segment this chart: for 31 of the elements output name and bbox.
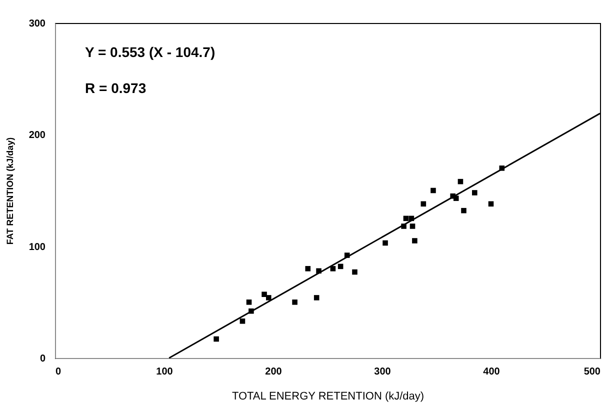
y-tick-label: 100: [28, 242, 46, 253]
x-axis-title: TOTAL ENERGY RETENTION (kJ/day): [232, 390, 424, 402]
point: [461, 208, 466, 214]
x-tick-label: 0: [56, 366, 62, 378]
point: [352, 269, 358, 275]
y-axis-title: FAT RETENTION (kJ/day): [4, 137, 15, 245]
annotation: Y = 0.553 (X - 104.7): [85, 44, 216, 60]
point: [472, 190, 478, 196]
annotation: R = 0.973: [85, 80, 146, 96]
point: [214, 336, 219, 342]
point: [410, 224, 416, 229]
y-tick-label: 0: [40, 354, 46, 364]
point: [292, 300, 298, 305]
y-tick-label: 200: [28, 130, 46, 142]
point: [240, 318, 246, 324]
point: [314, 295, 320, 300]
x-tick-label: 500: [584, 366, 601, 378]
x-tick-label: 300: [374, 366, 392, 378]
y-tick-label: 300: [28, 18, 46, 30]
x-tick-label: 200: [265, 366, 282, 378]
x-tick-label: 400: [483, 366, 500, 378]
point: [382, 240, 388, 246]
point: [330, 266, 336, 272]
point: [430, 188, 436, 194]
point: [412, 238, 418, 244]
point: [453, 196, 459, 201]
point: [305, 266, 311, 272]
x-tick-label: 100: [156, 366, 174, 378]
point: [246, 300, 252, 305]
point: [262, 292, 267, 297]
point: [266, 295, 272, 300]
